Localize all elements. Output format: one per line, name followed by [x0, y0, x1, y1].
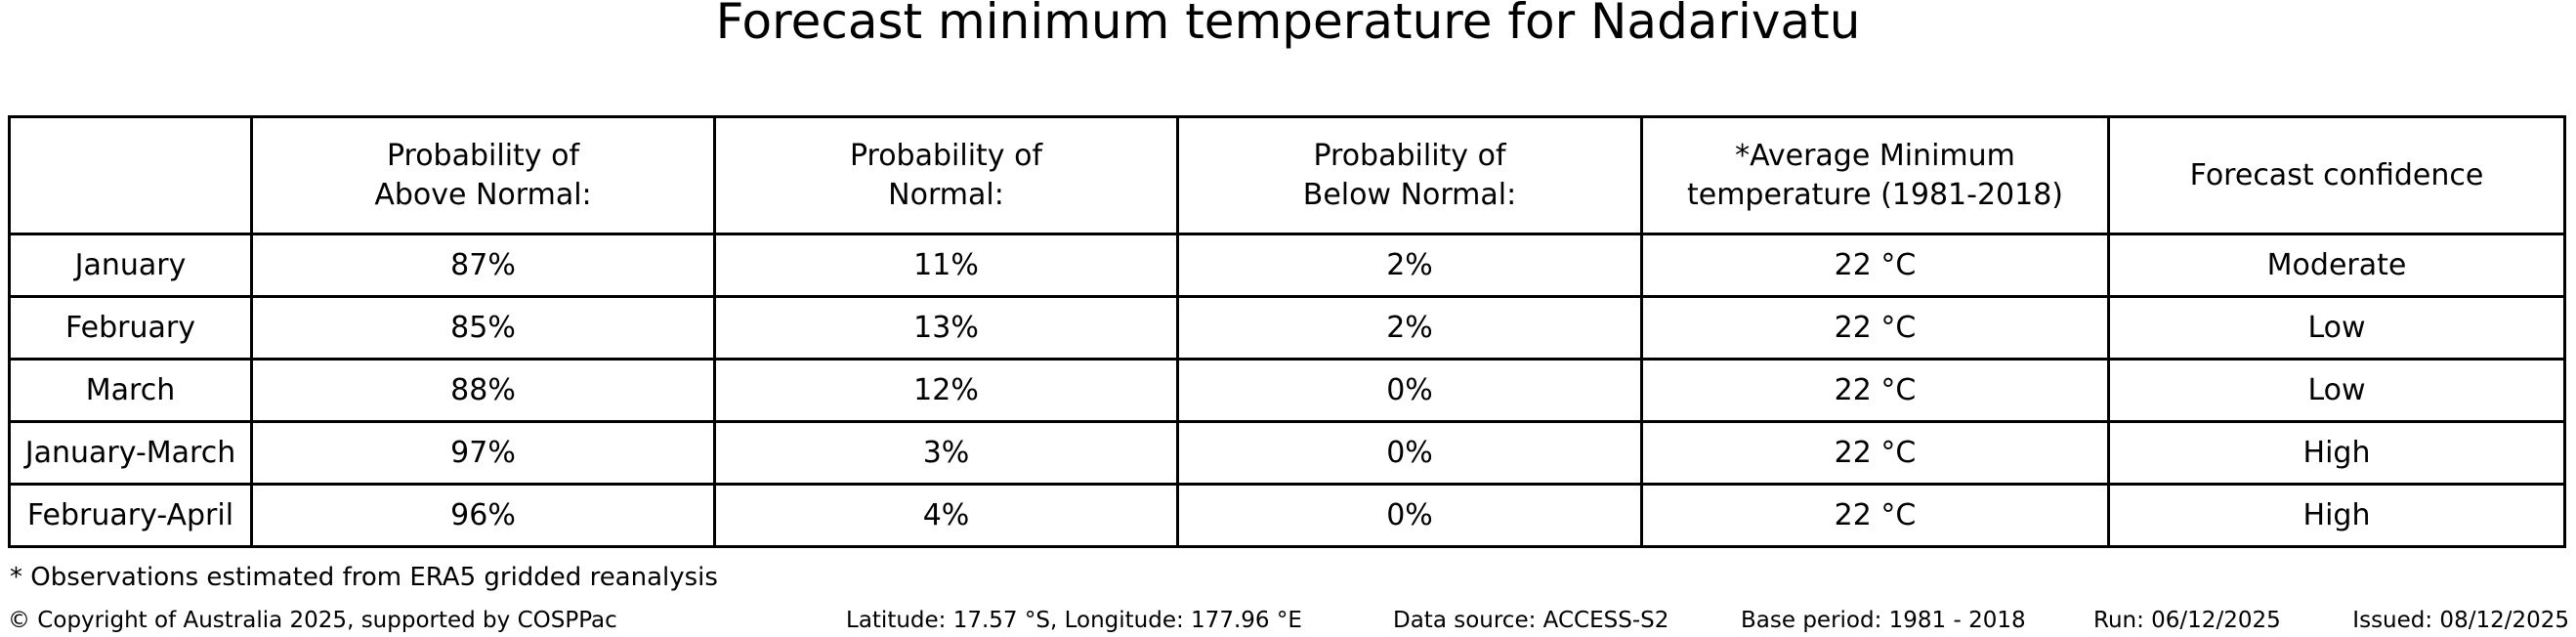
table-row: January-March 97% 3% 0% 22 °C High [8, 420, 2566, 486]
page-title: Forecast minimum temperature for Nadariv… [715, 0, 1861, 50]
row-label: March [8, 358, 253, 423]
table-cell: 0% [1176, 420, 1643, 486]
table-row: January 87% 11% 2% 22 °C Moderate [8, 233, 2566, 298]
row-label: January [8, 233, 253, 298]
table-cell: 96% [250, 483, 716, 548]
corner-cell [8, 115, 253, 235]
row-label: February-April [8, 483, 253, 548]
table-cell: 3% [713, 420, 1179, 486]
copyright-text: © Copyright of Australia 2025, supported… [8, 608, 617, 633]
table-cell: 22 °C [1640, 483, 2110, 548]
issued-date-text: Issued: 08/12/2025 [2352, 608, 2569, 633]
table-cell: 22 °C [1640, 358, 2110, 423]
location-text: Latitude: 17.57 °S, Longitude: 177.96 °E [846, 608, 1302, 633]
table-cell: 0% [1176, 483, 1643, 548]
table-cell: 22 °C [1640, 295, 2110, 361]
column-header-normal: Probability of Normal: [713, 115, 1179, 235]
table-cell: 0% [1176, 358, 1643, 423]
row-label: February [8, 295, 253, 361]
table-header-row: Probability of Above Normal: Probability… [8, 115, 2566, 235]
table-cell: 13% [713, 295, 1179, 361]
run-date-text: Run: 06/12/2025 [2093, 608, 2281, 633]
table-cell: 11% [713, 233, 1179, 298]
table-cell: Low [2107, 295, 2566, 361]
data-source-text: Data source: ACCESS-S2 [1393, 608, 1669, 633]
table-cell: 22 °C [1640, 420, 2110, 486]
table-cell: 85% [250, 295, 716, 361]
table-cell: Low [2107, 358, 2566, 423]
table-cell: 87% [250, 233, 716, 298]
row-label: January-March [8, 420, 253, 486]
column-header-confidence: Forecast confidence [2107, 115, 2566, 235]
table-cell: 2% [1176, 295, 1643, 361]
column-header-below-normal: Probability of Below Normal: [1176, 115, 1643, 235]
base-period-text: Base period: 1981 - 2018 [1741, 608, 2026, 633]
table-cell: 12% [713, 358, 1179, 423]
table-cell: 2% [1176, 233, 1643, 298]
table-cell: Moderate [2107, 233, 2566, 298]
column-header-average-minimum: *Average Minimum temperature (1981-2018) [1640, 115, 2110, 235]
table-row: March 88% 12% 0% 22 °C Low [8, 358, 2566, 423]
forecast-table: Probability of Above Normal: Probability… [8, 115, 2566, 548]
table-row: February 85% 13% 2% 22 °C Low [8, 295, 2566, 361]
table-cell: 4% [713, 483, 1179, 548]
table-cell: High [2107, 483, 2566, 548]
table-cell: High [2107, 420, 2566, 486]
table-cell: 88% [250, 358, 716, 423]
observations-footnote: * Observations estimated from ERA5 gridd… [10, 563, 718, 592]
table-cell: 22 °C [1640, 233, 2110, 298]
column-header-above-normal: Probability of Above Normal: [250, 115, 716, 235]
table-cell: 97% [250, 420, 716, 486]
table-row: February-April 96% 4% 0% 22 °C High [8, 483, 2566, 548]
